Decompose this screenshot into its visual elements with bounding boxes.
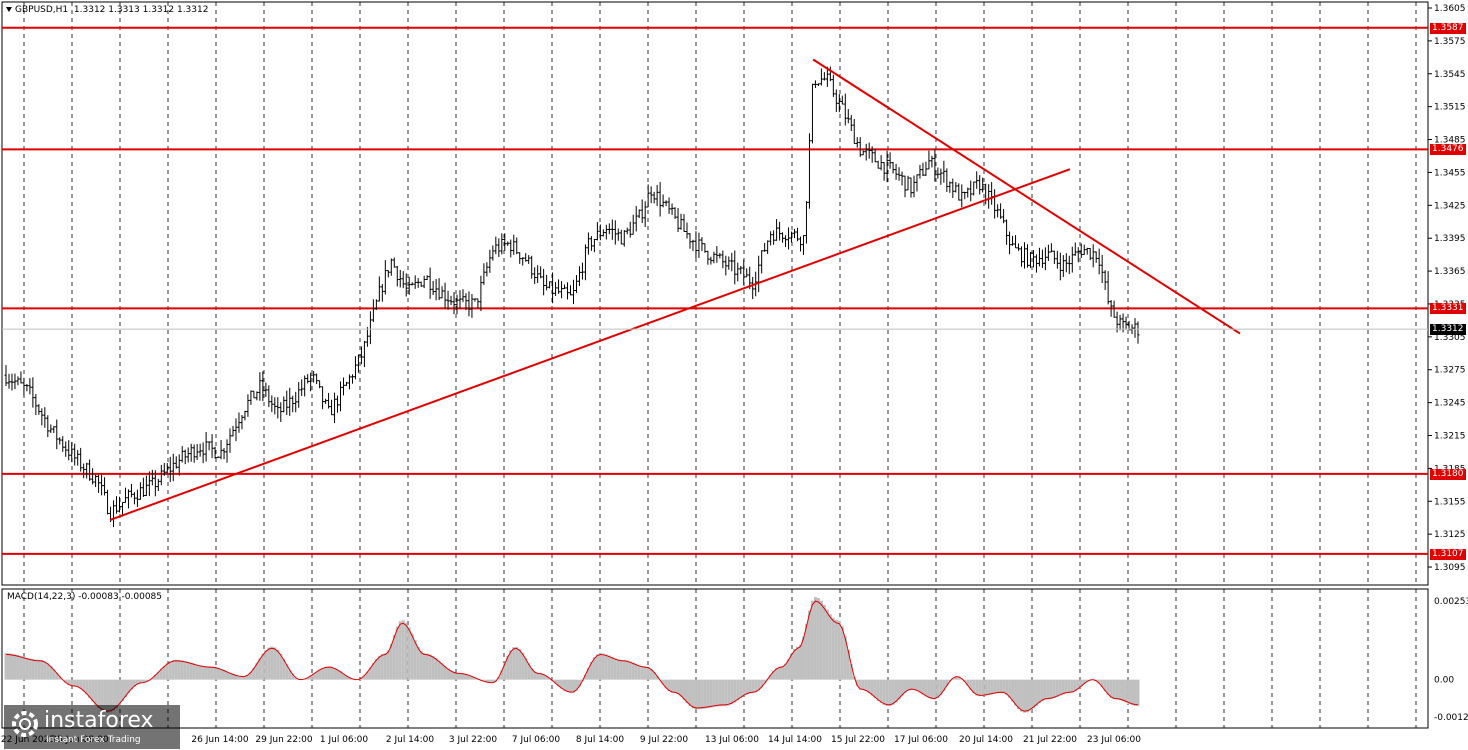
y-tick-label: 1.3155 — [1434, 497, 1466, 507]
x-tick-label: 17 Jul 06:00 — [894, 735, 948, 745]
y-tick-label: 1.3455 — [1434, 168, 1466, 178]
y-tick-label: 1.3275 — [1434, 366, 1466, 376]
x-tick-label: 1 Jul 06:00 — [320, 735, 369, 745]
trendline-downtrend — [812, 58, 1241, 335]
current-price-tag: 1.3312 — [1430, 324, 1466, 336]
y-tick-label: 1.3125 — [1434, 530, 1466, 540]
x-tick-label: 14 Jul 14:00 — [768, 735, 822, 745]
logo-tagline: Instant Forex Trading — [46, 735, 141, 745]
level-price-tag: 1.3331 — [1430, 303, 1466, 315]
x-tick-label: 3 Jul 22:00 — [449, 735, 498, 745]
x-tick-label: 13 Jul 06:00 — [705, 735, 759, 745]
x-tick-label: 9 Jul 22:00 — [640, 735, 689, 745]
instaforex-gear-icon — [12, 711, 38, 737]
y-tick-label: 1.3485 — [1434, 136, 1466, 146]
x-tick-label: 2 Jul 14:00 — [386, 735, 435, 745]
ohlc-values: 1.3312 1.3313 1.3312 1.3312 — [73, 5, 209, 15]
macd-panel-border — [1, 588, 1429, 729]
y-tick-label: 1.3425 — [1434, 201, 1466, 211]
x-tick-label: 26 Jun 14:00 — [191, 735, 248, 745]
level-price-tag: 1.3180 — [1430, 468, 1466, 480]
macd-axis-label: 0.00253 — [1434, 597, 1468, 607]
dropdown-triangle-icon[interactable] — [6, 7, 12, 12]
x-tick-label: 15 Jul 22:00 — [831, 735, 885, 745]
macd-axis-label: 0.00 — [1434, 676, 1454, 686]
x-tick-label: 8 Jul 14:00 — [576, 735, 625, 745]
level-price-tag: 1.3587 — [1430, 22, 1466, 34]
level-price-tag: 1.3107 — [1430, 548, 1466, 560]
x-tick-label: 21 Jul 22:00 — [1023, 735, 1077, 745]
logo-name: instaforex — [44, 708, 154, 733]
y-tick-label: 1.3245 — [1434, 399, 1466, 409]
y-tick-label: 1.3215 — [1434, 432, 1466, 442]
y-tick-label: 1.3575 — [1434, 37, 1466, 47]
level-price-tag: 1.3476 — [1430, 144, 1466, 156]
x-tick-label: 7 Jul 06:00 — [512, 735, 561, 745]
x-tick-label: 23 Jul 06:00 — [1087, 735, 1141, 745]
chart-header: GBPUSD,H1 1.3312 1.3313 1.3312 1.3312 — [6, 5, 208, 15]
trendline-uptrend — [109, 168, 1071, 521]
macd-header: MACD(14,22,3) -0.00083 -0.00085 — [7, 592, 163, 602]
y-tick-label: 1.3095 — [1434, 563, 1466, 573]
y-tick-label: 1.3395 — [1434, 234, 1466, 244]
x-tick-label: 20 Jul 14:00 — [959, 735, 1013, 745]
symbol-label: GBPUSD,H1 — [15, 5, 69, 15]
y-tick-label: 1.3365 — [1434, 267, 1466, 277]
y-tick-label: 1.3305 — [1434, 333, 1466, 343]
instaforex-logo: instaforex Instant Forex Trading — [4, 705, 180, 749]
macd-axis-label: -0.00122 — [1434, 713, 1468, 723]
y-tick-label: 1.3545 — [1434, 70, 1466, 80]
y-tick-label: 1.3605 — [1434, 4, 1466, 14]
macd-signal-line — [5, 600, 1139, 712]
y-tick-label: 1.3515 — [1434, 103, 1466, 113]
main-panel-border — [1, 1, 1429, 586]
x-tick-label: 29 Jun 22:00 — [255, 735, 312, 745]
